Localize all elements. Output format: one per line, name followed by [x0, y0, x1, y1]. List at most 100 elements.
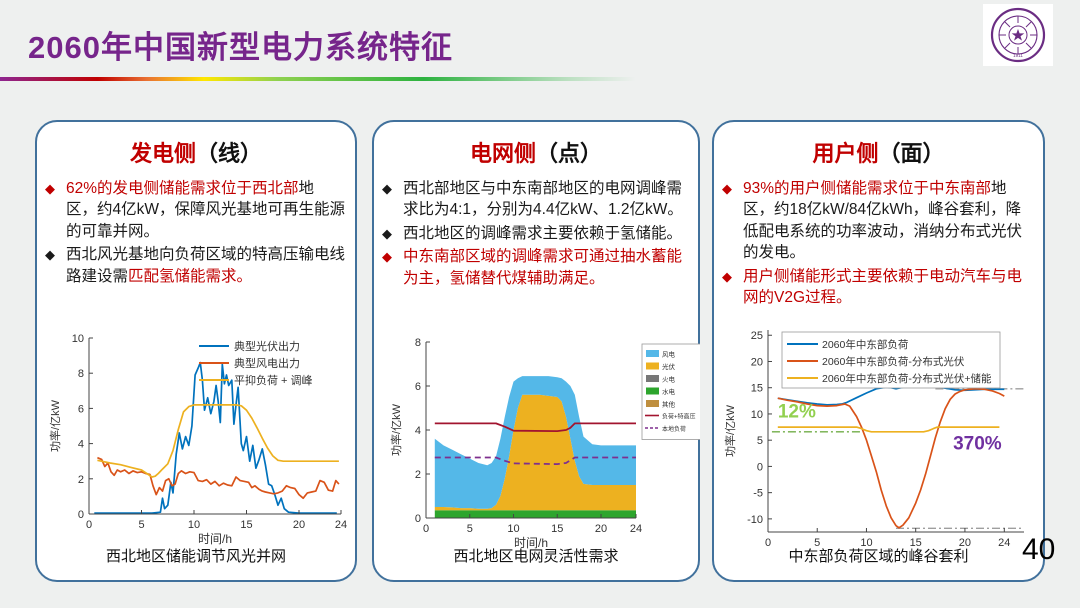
svg-text:25: 25	[751, 330, 763, 342]
svg-text:24: 24	[998, 537, 1010, 549]
svg-text:6: 6	[78, 403, 84, 415]
svg-text:20: 20	[293, 519, 305, 531]
svg-text:功率/亿kW: 功率/亿kW	[723, 404, 737, 457]
svg-text:平抑负荷 + 调峰: 平抑负荷 + 调峰	[234, 373, 313, 387]
svg-text:风电: 风电	[662, 350, 676, 359]
panel-title: 发电侧（线）	[37, 136, 355, 168]
svg-text:2: 2	[78, 474, 84, 486]
chart-caption: 西北地区储能调节风光并网	[105, 548, 286, 565]
svg-text:8: 8	[415, 337, 421, 349]
bullet-text: 中东南部区域的调峰需求可通过抽水蓄能为主，氢储替代煤辅助满足。	[403, 248, 683, 287]
bullet-item: ◆ 用户侧储能形式主要依赖于电动汽车与电网的V2G过程。	[722, 266, 1033, 309]
svg-text:水电: 水电	[662, 387, 676, 396]
svg-text:10: 10	[72, 333, 84, 345]
university-logo: 1911	[983, 4, 1053, 66]
svg-text:-5: -5	[753, 488, 763, 500]
svg-text:0: 0	[78, 509, 84, 521]
svg-text:15: 15	[240, 519, 252, 531]
svg-text:2: 2	[415, 469, 421, 481]
svg-text:5: 5	[467, 523, 473, 535]
panel-title-suffix: （面）	[878, 141, 945, 166]
svg-text:0: 0	[765, 537, 771, 549]
bullet-item: ◆ 西北地区的调峰需求主要依赖于氢储能。	[382, 223, 688, 244]
svg-text:15: 15	[751, 383, 763, 395]
panel-title-suffix: （点）	[536, 141, 603, 166]
svg-text:10: 10	[860, 537, 872, 549]
bullet-text: 西北部地区与中东南部地区的电网调峰需求比为4:1，分别为4.4亿kW、1.2亿k…	[403, 180, 683, 219]
svg-text:15: 15	[910, 537, 922, 549]
bullet-text: 西北风光基地向负荷区域的特高压输电线路建设需匹配氢储能需求。	[66, 246, 346, 285]
panel-grid-side: 电网侧（点） ◆ 西北部地区与中东南部地区的电网调峰需求比为4:1，分别为4.4亿…	[372, 120, 700, 582]
panel-title-suffix: （线）	[196, 141, 263, 166]
page-title: 2060年中国新型电力系统特征	[28, 30, 453, 65]
bullet-list: ◆ 西北部地区与中东南部地区的电网调峰需求比为4:1，分别为4.4亿kW、1.2亿…	[382, 178, 688, 289]
svg-text:5: 5	[757, 435, 763, 447]
bullet-diamond-icon: ◆	[722, 181, 732, 196]
bullet-diamond-icon: ◆	[722, 268, 732, 284]
bullet-item: ◆ 62%的发电侧储能需求位于西北部地区，约4亿kW，保障风光基地可再生能源的可靠…	[45, 178, 345, 242]
page-number: 40	[1022, 533, 1056, 566]
bullet-diamond-icon: ◆	[382, 225, 392, 241]
bullet-text: 62%的发电侧储能需求位于西北部地区，约4亿kW，保障风光基地可再生能源的可靠并…	[66, 180, 346, 240]
svg-text:光伏: 光伏	[662, 362, 676, 371]
bullet-item: ◆ 中东南部区域的调峰需求可通过抽水蓄能为主，氢储替代煤辅助满足。	[382, 246, 688, 289]
svg-text:5: 5	[138, 519, 144, 531]
bullet-text: 用户侧储能形式主要依赖于电动汽车与电网的V2G过程。	[743, 267, 1023, 306]
chart-wind-solar-grid: 0 5 10 15 20 240246810时间/h功率/亿kW典型光伏出力典型风电出力平…	[48, 333, 347, 546]
panel-title-main: 发电侧	[129, 141, 196, 166]
svg-text:10: 10	[751, 409, 763, 421]
panel-user-side: 用户侧（面） ◆ 93%的用户侧储能需求位于中东南部地区，约18亿kW/84亿kW…	[712, 120, 1045, 582]
chart-caption: 中东部负荷区域的峰谷套利	[788, 548, 969, 565]
bullet-diamond-icon: ◆	[45, 181, 55, 196]
panel-title: 用户侧（面）	[714, 136, 1043, 168]
svg-text:典型风电出力: 典型风电出力	[234, 356, 300, 370]
svg-text:功率/亿kW: 功率/亿kW	[389, 403, 403, 456]
panel-generation-side: 发电侧（线） ◆ 62%的发电侧储能需求位于西北部地区，约4亿kW，保障风光基地可…	[35, 120, 357, 582]
panel-title: 电网侧（点）	[374, 136, 698, 168]
panel-title-main: 用户侧	[812, 141, 879, 166]
svg-text:20: 20	[959, 537, 971, 549]
svg-text:1911: 1911	[1013, 53, 1023, 58]
svg-text:其他: 其他	[662, 400, 676, 409]
bullet-list: ◆ 93%的用户侧储能需求位于中东南部地区，约18亿kW/84亿kWh，峰谷套利，…	[722, 178, 1033, 308]
svg-text:0: 0	[86, 519, 92, 531]
svg-text:典型光伏出力: 典型光伏出力	[234, 339, 300, 353]
bullet-item: ◆ 西北部地区与中东南部地区的电网调峰需求比为4:1，分别为4.4亿kW、1.2亿…	[382, 178, 688, 221]
bullet-text: 西北地区的调峰需求主要依赖于氢储能。	[403, 224, 683, 242]
rainbow-divider	[0, 77, 815, 81]
svg-text:0: 0	[757, 461, 763, 473]
svg-text:12%: 12%	[778, 402, 816, 423]
bullet-diamond-icon: ◆	[382, 249, 392, 265]
svg-text:15: 15	[551, 523, 563, 535]
bullet-item: ◆ 93%的用户侧储能需求位于中东南部地区，约18亿kW/84亿kWh，峰谷套利，…	[722, 178, 1033, 264]
svg-text:24: 24	[335, 519, 347, 531]
svg-text:4: 4	[78, 439, 84, 451]
svg-text:10: 10	[507, 523, 519, 535]
bullet-text: 93%的用户侧储能需求位于中东南部地区，约18亿kW/84亿kWh，峰谷套利，降…	[743, 180, 1023, 262]
svg-text:5: 5	[814, 537, 820, 549]
svg-text:8: 8	[78, 368, 84, 380]
svg-text:20: 20	[751, 356, 763, 368]
svg-text:6: 6	[415, 381, 421, 393]
svg-text:0: 0	[423, 523, 429, 535]
svg-text:功率/亿kW: 功率/亿kW	[48, 399, 62, 452]
svg-text:2060年中东部负荷: 2060年中东部负荷	[822, 338, 908, 351]
bullet-diamond-icon: ◆	[45, 247, 55, 263]
svg-text:370%: 370%	[953, 434, 1002, 455]
svg-text:0: 0	[415, 513, 421, 525]
svg-text:时间/h: 时间/h	[514, 536, 548, 550]
chart-peak-valley-arbitrage: 0 5 10 15 20 24 -10 -5 0 5 10 15 20 25 功率/亿kW 12% 370% 20…	[723, 330, 1024, 549]
svg-text:4: 4	[415, 425, 421, 437]
svg-text:20: 20	[595, 523, 607, 535]
chart-caption: 西北地区电网灵活性需求	[453, 548, 619, 565]
svg-text:10: 10	[188, 519, 200, 531]
panel-title-main: 电网侧	[469, 141, 536, 166]
bullet-item: ◆ 西北风光基地向负荷区域的特高压输电线路建设需匹配氢储能需求。	[45, 244, 345, 287]
svg-text:24: 24	[630, 523, 642, 535]
svg-text:时间/h: 时间/h	[198, 532, 232, 546]
svg-text:2060年中东部负荷-分布式光伏: 2060年中东部负荷-分布式光伏	[822, 355, 965, 368]
svg-text:2060年中东部负荷-分布式光伏+储能: 2060年中东部负荷-分布式光伏+储能	[822, 372, 992, 385]
chart-grid-flexibility: 0 5 10 15 20 2402468时间/h功率/亿kW风电光伏火电水电其他负荷+特高…	[389, 337, 700, 550]
bullet-list: ◆ 62%的发电侧储能需求位于西北部地区，约4亿kW，保障风光基地可再生能源的可靠…	[45, 178, 345, 287]
svg-text:本地负荷: 本地负荷	[662, 425, 686, 433]
